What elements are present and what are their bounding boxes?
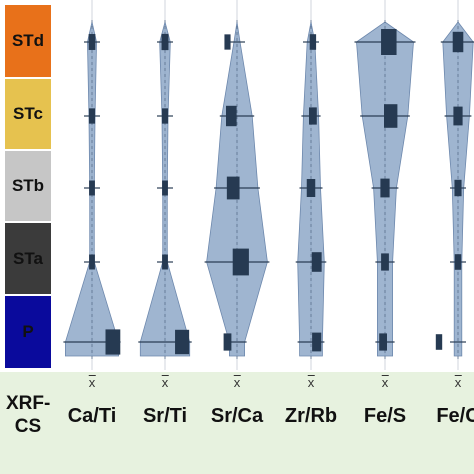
unit-block-stb: STb [5,151,51,221]
mean-marker-4-0 [381,29,397,55]
mean-marker-3-4 [312,332,322,352]
mean-symbol-4: x [381,375,389,390]
variable-label-4: Fe/S [363,405,407,427]
mean-marker-3-0 [309,34,317,50]
variable-label-5: Fe/C [436,405,474,427]
mean-marker-4-3 [381,253,389,271]
unit-block-sta: STa [5,223,51,294]
mean-marker-5-1 [453,106,463,126]
mean-marker-3-1 [309,107,317,125]
variable-label-2: Sr/Ca [210,405,264,427]
mean-symbol-text: x [307,375,315,390]
mean-marker-4-1 [384,104,398,128]
mean-symbol-text: x [454,375,462,390]
mean-marker-5-2 [454,179,462,197]
mean-symbol-text: x [161,375,169,390]
mean-symbol-5: x [454,375,462,390]
mean-symbol-2: x [233,375,241,390]
variable-label-1: Sr/Ti [142,405,188,427]
mean-marker-2-3 [232,248,249,276]
mean-marker-3-3 [311,252,322,272]
mean-marker-3-2 [306,179,316,197]
mean-marker-4-4 [379,333,387,351]
mean-marker-5-4 [435,334,443,350]
mean-marker-2-0 [224,34,231,50]
mean-marker-2-2 [226,176,240,200]
mean-marker-0-1 [88,108,96,124]
mean-symbol-3: x [307,375,315,390]
kite-plot-area [63,0,474,370]
mean-marker-2-1 [226,105,237,127]
mean-symbol-text: x [88,375,96,390]
mean-marker-0-4 [105,329,121,355]
mean-marker-1-3 [162,254,168,270]
unit-block-std: STd [5,5,51,77]
mean-marker-5-0 [452,31,464,53]
mean-symbol-1: x [161,375,169,390]
unit-block-p: P [5,296,51,368]
unit-block-stc: STc [5,79,51,149]
mean-marker-4-2 [380,178,390,198]
mean-marker-0-2 [89,180,95,196]
mean-marker-1-1 [161,108,169,124]
mean-symbol-text: x [233,375,241,390]
mean-symbol-text: x [381,375,389,390]
mean-symbol-0: x [88,375,96,390]
row-label: XRF-CS [6,393,51,437]
mean-marker-5-3 [454,254,462,270]
mean-marker-0-3 [89,254,95,270]
mean-marker-1-4 [175,329,190,355]
footer-band [0,372,474,474]
variable-label-3: Zr/Rb [284,405,338,427]
mean-marker-1-0 [161,33,169,51]
stratigraphic-unit-column: STd STc STb STa P [0,0,52,370]
variable-label-0: Ca/Ti [67,405,117,427]
mean-marker-2-4 [223,333,232,351]
mean-marker-1-2 [162,180,168,196]
mean-marker-0-0 [88,34,96,50]
